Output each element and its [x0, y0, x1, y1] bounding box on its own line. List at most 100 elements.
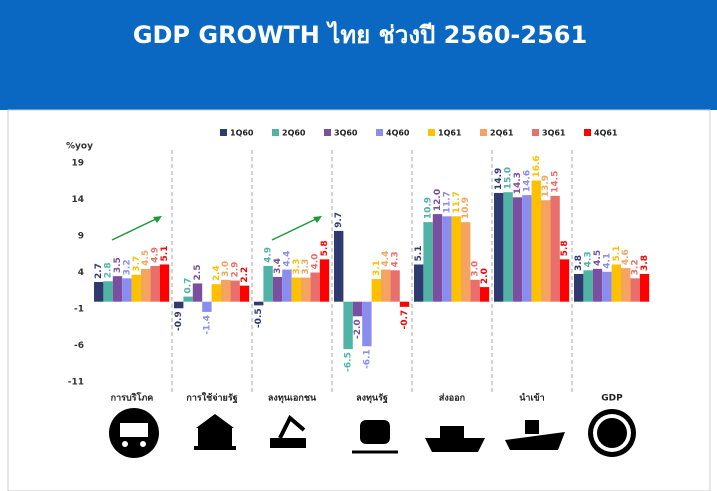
- value-label: 2.2: [240, 267, 250, 283]
- bar: [282, 269, 292, 302]
- value-label: 2.5: [193, 264, 203, 280]
- legend-label: 4Q61: [594, 129, 618, 138]
- x-tick-label: ส่งออก: [439, 393, 465, 404]
- value-label: 14.9: [494, 168, 504, 190]
- value-label: 4.9: [264, 247, 274, 263]
- value-label: 4.4: [381, 251, 391, 267]
- x-tick-label: นำเข้า: [519, 393, 545, 404]
- value-label: 4.0: [311, 254, 321, 270]
- value-label: 14.6: [522, 170, 532, 192]
- bar: [451, 216, 461, 302]
- bar: [630, 278, 640, 302]
- bar: [639, 273, 650, 302]
- legend-label: 2Q61: [490, 129, 514, 138]
- value-label: 2.4: [212, 265, 222, 281]
- value-label: -0.9: [174, 311, 184, 331]
- bar: [512, 197, 523, 302]
- value-label: 4.5: [593, 250, 603, 266]
- value-label: 4.1: [602, 253, 612, 269]
- bar: [221, 279, 231, 302]
- y-axis-label: %yoy: [66, 142, 93, 152]
- value-label: 3.3: [292, 259, 302, 275]
- value-label: 14.3: [513, 172, 523, 194]
- value-label: 2.9: [231, 262, 241, 278]
- bar: [602, 271, 612, 302]
- value-label: 5.1: [612, 246, 622, 262]
- bar: [423, 222, 433, 302]
- bar: [550, 195, 560, 302]
- bar: [291, 277, 301, 302]
- value-label: 11.7: [442, 191, 452, 213]
- bar: [414, 264, 424, 302]
- value-label: 4.9: [151, 247, 161, 263]
- value-label: 3.8: [640, 255, 650, 271]
- bar: [103, 281, 113, 302]
- value-label: 14.5: [551, 171, 561, 193]
- bar: [202, 301, 212, 312]
- value-label: 2.8: [104, 262, 114, 278]
- bar: [442, 216, 452, 302]
- y-tick-label: 4: [78, 268, 84, 278]
- bar: [319, 259, 330, 302]
- value-label: 4.6: [621, 249, 631, 265]
- bar: [611, 264, 621, 302]
- bar: [503, 192, 513, 302]
- value-label: 3.2: [122, 259, 132, 275]
- value-label: -6.1: [362, 349, 372, 369]
- bar: [334, 230, 344, 302]
- bar: [432, 214, 443, 302]
- value-label: 3.2: [631, 259, 641, 275]
- bar: [583, 270, 593, 302]
- y-tick-label: 19: [71, 159, 84, 169]
- y-tick-label: 14: [71, 195, 84, 205]
- legend-swatch: [428, 129, 435, 136]
- value-label: -0.5: [254, 308, 264, 328]
- value-label: 4.4: [282, 251, 292, 267]
- bar: [362, 301, 372, 347]
- bar: [461, 222, 471, 302]
- value-label: 3.8: [574, 255, 584, 271]
- value-label: 5.8: [560, 240, 570, 256]
- value-label: 3.5: [113, 257, 123, 273]
- bar: [239, 285, 250, 302]
- value-label: 4.3: [391, 251, 401, 267]
- bar: [131, 274, 141, 302]
- bar: [541, 200, 551, 302]
- value-label: 11.7: [452, 191, 462, 213]
- legend-label: 1Q60: [230, 129, 254, 138]
- legend-label: 3Q61: [542, 129, 566, 138]
- value-label: 4.5: [141, 250, 151, 266]
- legend-swatch: [532, 129, 539, 136]
- y-tick-label: 9: [78, 232, 84, 242]
- bar: [574, 273, 584, 302]
- value-label: 3.0: [221, 261, 231, 277]
- value-label: 3.1: [372, 260, 382, 276]
- value-label: 0.7: [184, 278, 194, 294]
- value-label: -0.7: [400, 310, 410, 330]
- legend-swatch: [584, 129, 591, 136]
- value-label: -1.4: [202, 315, 212, 335]
- bar: [371, 279, 381, 302]
- value-label: 9.7: [334, 212, 344, 228]
- bar: [94, 281, 104, 302]
- legend-swatch: [324, 129, 331, 136]
- chart-title: GDP GROWTH ไทย ช่วงปี 2560-2561: [133, 20, 587, 49]
- value-label: 3.4: [273, 258, 283, 274]
- bar: [343, 301, 353, 350]
- value-label: 13.9: [541, 175, 551, 197]
- bar: [352, 301, 363, 317]
- value-label: 2.7: [94, 263, 104, 279]
- bar: [211, 284, 221, 302]
- bar: [399, 301, 410, 307]
- bar: [522, 195, 532, 302]
- value-label: 5.1: [160, 246, 170, 262]
- value-label: 4.3: [584, 251, 594, 267]
- value-label: -2.0: [353, 319, 363, 339]
- bar: [310, 272, 320, 302]
- value-label: 5.8: [320, 240, 330, 256]
- value-label: 3.7: [132, 256, 142, 272]
- bar: [254, 301, 264, 306]
- bar: [263, 265, 273, 302]
- value-label: 15.0: [504, 167, 514, 189]
